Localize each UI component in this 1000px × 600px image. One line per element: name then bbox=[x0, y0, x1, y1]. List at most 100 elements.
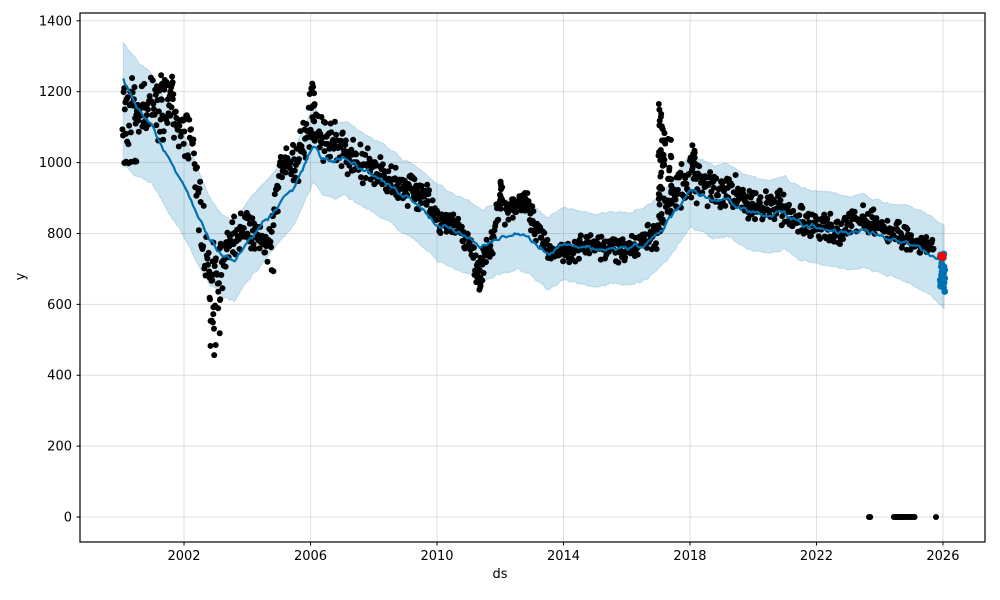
actual-point bbox=[501, 221, 508, 228]
actual-point bbox=[344, 171, 351, 178]
actual-point bbox=[529, 203, 536, 210]
actual-point bbox=[364, 145, 371, 152]
actual-point bbox=[739, 186, 746, 193]
axes-frame bbox=[79, 12, 986, 543]
x-tick-label: 2010 bbox=[420, 549, 453, 564]
y-tick-label: 400 bbox=[47, 369, 72, 384]
actual-outlier-point bbox=[210, 311, 217, 318]
actual-point bbox=[331, 118, 338, 125]
actual-point bbox=[821, 211, 828, 218]
actual-point bbox=[135, 117, 142, 124]
actual-point bbox=[458, 223, 465, 230]
zero-value-point bbox=[933, 514, 939, 520]
actual-point bbox=[560, 258, 567, 265]
actual-outlier-point bbox=[666, 197, 672, 204]
actual-point bbox=[215, 280, 222, 287]
actual-outlier-point bbox=[658, 169, 665, 176]
actual-point bbox=[509, 214, 516, 221]
actual-point bbox=[287, 160, 294, 167]
y-axis-label: y bbox=[13, 272, 29, 281]
actual-point bbox=[333, 131, 340, 138]
actual-point bbox=[619, 236, 626, 243]
forecast-line bbox=[122, 78, 945, 264]
actual-point bbox=[707, 169, 714, 176]
x-tick-label: 2022 bbox=[800, 549, 833, 564]
actual-point bbox=[296, 156, 302, 163]
actual-point bbox=[710, 184, 717, 191]
actual-point bbox=[732, 172, 739, 178]
actual-outlier-point bbox=[658, 111, 665, 117]
y-tick-label: 200 bbox=[47, 440, 72, 455]
x-tick-label: 2018 bbox=[673, 549, 706, 564]
actual-point bbox=[713, 175, 720, 182]
actual-outlier-point bbox=[311, 101, 318, 108]
actual-point bbox=[870, 206, 877, 213]
actual-point bbox=[181, 128, 188, 135]
actual-point bbox=[342, 137, 349, 144]
actual-point bbox=[904, 226, 911, 233]
actual-point bbox=[196, 185, 203, 192]
actual-point bbox=[538, 234, 545, 241]
y-tick-label: 1400 bbox=[39, 14, 72, 29]
actual-outlier-point bbox=[665, 175, 672, 182]
actual-point bbox=[150, 100, 157, 107]
actual-outlier-point bbox=[656, 201, 663, 208]
actual-point bbox=[435, 216, 442, 222]
actual-point bbox=[424, 198, 431, 205]
actual-point bbox=[190, 136, 197, 143]
actual-point bbox=[169, 96, 176, 103]
actual-point bbox=[786, 201, 792, 208]
actual-point bbox=[149, 77, 156, 84]
actual-outlier-point bbox=[207, 342, 214, 349]
actual-point bbox=[143, 112, 150, 119]
actual-point bbox=[483, 259, 489, 265]
actual-point bbox=[706, 174, 713, 181]
actual-point bbox=[152, 91, 159, 98]
actual-point bbox=[256, 245, 263, 252]
actual-point bbox=[735, 185, 741, 192]
axis-ticks: 2002 2006 2010 2014 2018 2022 2026 0 200 400 600 80… bbox=[39, 14, 960, 564]
actual-outlier-point bbox=[497, 180, 504, 187]
actual-outlier-point bbox=[211, 352, 218, 359]
actual-point bbox=[824, 215, 831, 222]
highlight-point bbox=[937, 252, 947, 261]
actual-point bbox=[437, 230, 444, 236]
y-tick-label: 1000 bbox=[39, 156, 72, 171]
actual-point bbox=[275, 184, 282, 191]
actual-point bbox=[270, 222, 277, 229]
actual-point bbox=[530, 208, 537, 215]
actual-point bbox=[827, 210, 834, 217]
actual-point bbox=[752, 190, 759, 197]
actual-point bbox=[600, 243, 607, 250]
actual-point bbox=[205, 261, 211, 268]
actual-outlier-point bbox=[694, 162, 701, 169]
actual-point bbox=[153, 122, 160, 129]
actual-outlier-point bbox=[309, 80, 316, 87]
actual-point bbox=[358, 174, 364, 181]
actual-point bbox=[215, 288, 222, 295]
actual-point bbox=[175, 143, 182, 150]
actual-point bbox=[289, 149, 296, 156]
actual-point bbox=[205, 249, 212, 256]
actual-point bbox=[851, 208, 858, 215]
actual-point bbox=[450, 211, 457, 218]
actual-point bbox=[745, 215, 752, 222]
actual-outlier-point bbox=[656, 117, 663, 124]
actual-point bbox=[780, 191, 787, 198]
actual-point bbox=[658, 211, 665, 217]
actual-point bbox=[327, 153, 333, 160]
actual-point bbox=[160, 128, 167, 135]
x-tick-label: 2026 bbox=[926, 549, 959, 564]
actual-point bbox=[744, 200, 751, 207]
actual-point bbox=[575, 255, 582, 262]
actual-point bbox=[930, 245, 937, 252]
actual-outlier-point bbox=[168, 81, 174, 88]
actual-point bbox=[722, 202, 729, 209]
actual-point bbox=[889, 226, 896, 233]
actual-point bbox=[125, 141, 132, 148]
actual-point bbox=[135, 128, 142, 135]
actual-outlier-point bbox=[668, 189, 675, 196]
actual-point bbox=[848, 223, 855, 229]
actual-point bbox=[251, 245, 258, 252]
